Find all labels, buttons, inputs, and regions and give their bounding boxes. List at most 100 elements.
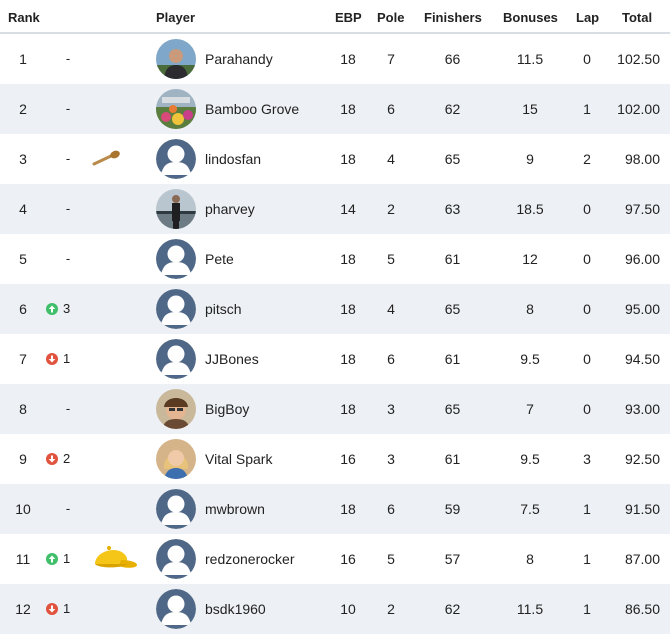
header-total[interactable]: Total <box>622 10 653 25</box>
player-name[interactable]: JJBones <box>205 351 259 367</box>
avatar[interactable] <box>156 589 196 629</box>
avatar[interactable] <box>156 189 196 229</box>
rank-change: 2 <box>46 434 90 484</box>
rank-value: 6 <box>19 301 27 317</box>
ebp-value: 18 <box>340 401 356 417</box>
rank-change-value: 1 <box>63 351 71 366</box>
finishers-value: 61 <box>444 351 461 367</box>
bonuses-value: 12 <box>522 251 538 267</box>
player-name[interactable]: Bamboo Grove <box>205 101 300 117</box>
player-name[interactable]: Pete <box>205 251 234 267</box>
lap-value: 3 <box>583 451 591 467</box>
finishers-value: 57 <box>444 551 461 567</box>
header-pole[interactable]: Pole <box>377 10 405 25</box>
avatar[interactable] <box>156 289 196 329</box>
player-name[interactable]: bsdk1960 <box>205 601 266 617</box>
finishers-value: 61 <box>444 251 461 267</box>
table-row[interactable]: 1 - Parahandy 18 7 66 11.5 0 102.50 <box>0 34 670 84</box>
player-name[interactable]: Parahandy <box>205 51 273 67</box>
total-value: 102.50 <box>617 51 660 67</box>
avatar[interactable] <box>156 439 196 479</box>
avatar[interactable] <box>156 539 196 579</box>
table-row[interactable]: 6 3 pitsch 18 4 65 8 0 95.00 <box>0 284 670 334</box>
header-rank[interactable]: Rank <box>8 10 40 25</box>
lap-value: 0 <box>583 201 591 217</box>
table-row[interactable]: 8 - BigBoy 18 3 65 7 0 93.00 <box>0 384 670 434</box>
total-value: 96.00 <box>624 251 660 267</box>
bonuses-value: 8 <box>526 301 534 317</box>
rank-change-value: 2 <box>63 451 71 466</box>
finishers-value: 59 <box>444 501 461 517</box>
lap-value: 0 <box>583 251 591 267</box>
pole-value: 6 <box>387 101 395 117</box>
finishers-value: 65 <box>444 301 461 317</box>
player-name[interactable]: Vital Spark <box>205 451 273 467</box>
rank-value: 11 <box>15 551 31 567</box>
avatar[interactable] <box>156 489 196 529</box>
arrow-down-circle-icon <box>46 602 58 615</box>
bonuses-value: 11.5 <box>516 601 544 617</box>
pole-value: 6 <box>387 351 395 367</box>
wooden-spoon-icon <box>92 150 122 171</box>
table-row[interactable]: 2 - Bamboo Grove 18 6 62 15 1 102.00 <box>0 84 670 134</box>
pole-value: 5 <box>387 551 395 567</box>
avatar[interactable] <box>156 39 196 79</box>
finishers-value: 61 <box>444 451 461 467</box>
avatar[interactable] <box>156 239 196 279</box>
bonuses-value: 11.5 <box>516 51 544 67</box>
table-row[interactable]: 10 - mwbrown 18 6 59 7.5 1 91.50 <box>0 484 670 534</box>
header-finishers[interactable]: Finishers <box>424 10 482 25</box>
player-name[interactable]: pitsch <box>205 301 242 317</box>
arrow-up-circle-icon <box>46 302 58 315</box>
total-value: 87.00 <box>624 551 660 567</box>
rank-value: 3 <box>19 151 27 167</box>
player-name[interactable]: BigBoy <box>205 401 250 417</box>
yellow-cap-icon <box>91 542 139 579</box>
pole-value: 3 <box>387 401 395 417</box>
player-name[interactable]: redzonerocker <box>205 551 295 567</box>
pole-value: 7 <box>387 51 395 67</box>
rank-value: 1 <box>19 51 27 67</box>
total-value: 102.00 <box>617 101 660 117</box>
finishers-value: 63 <box>444 201 461 217</box>
ebp-value: 18 <box>340 151 356 167</box>
table-row[interactable]: 4 - pharvey 14 2 63 18.5 0 97.50 <box>0 184 670 234</box>
player-name[interactable]: mwbrown <box>205 501 265 517</box>
rank-change: 1 <box>46 584 90 634</box>
avatar[interactable] <box>156 89 196 129</box>
avatar[interactable] <box>156 389 196 429</box>
rank-value: 9 <box>19 451 27 467</box>
pole-value: 3 <box>387 451 395 467</box>
avatar[interactable] <box>156 139 196 179</box>
rank-change: 1 <box>46 534 90 584</box>
lap-value: 0 <box>583 351 591 367</box>
finishers-value: 62 <box>444 101 461 117</box>
table-row[interactable]: 3 - lindosfan 18 4 65 9 2 98.00 <box>0 134 670 184</box>
player-name[interactable]: lindosfan <box>205 151 262 167</box>
header-bonuses[interactable]: Bonuses <box>503 10 558 25</box>
table-body: 1- Parahandy 18 7 66 11.5 0 102.50 2- Bamboo Grov… <box>0 34 670 634</box>
table-row[interactable]: 5 - Pete 18 5 61 12 0 96.00 <box>0 234 670 284</box>
table-row[interactable]: 11 1 redzonerocker 16 5 57 8 1 87.00 <box>0 534 670 584</box>
lap-value: 0 <box>583 51 591 67</box>
rank-change: 3 <box>46 284 90 334</box>
header-ebp[interactable]: EBP <box>335 10 362 25</box>
avatar[interactable] <box>156 339 196 379</box>
table-row[interactable]: 9 2 Vital Spark 16 3 61 9.5 3 92.50 <box>0 434 670 484</box>
table-row[interactable]: 12 1 bsdk1960 10 2 62 11.5 1 86.50 <box>0 584 670 634</box>
header-lap[interactable]: Lap <box>576 10 600 25</box>
header-player[interactable]: Player <box>156 10 196 25</box>
rank-value: 4 <box>19 201 27 217</box>
rank-change-value: 3 <box>63 301 71 316</box>
rank-value: 12 <box>15 601 31 617</box>
total-value: 97.50 <box>624 201 660 217</box>
ebp-value: 18 <box>340 301 356 317</box>
player-name[interactable]: pharvey <box>205 201 255 217</box>
rank-change: - <box>65 51 71 66</box>
total-value: 98.00 <box>624 151 660 167</box>
rank-change-value: 1 <box>63 551 71 566</box>
bonuses-value: 15 <box>522 101 538 117</box>
rank-value: 8 <box>19 401 27 417</box>
table-row[interactable]: 7 1 JJBones 18 6 61 9.5 0 94.50 <box>0 334 670 384</box>
total-value: 92.50 <box>624 451 660 467</box>
